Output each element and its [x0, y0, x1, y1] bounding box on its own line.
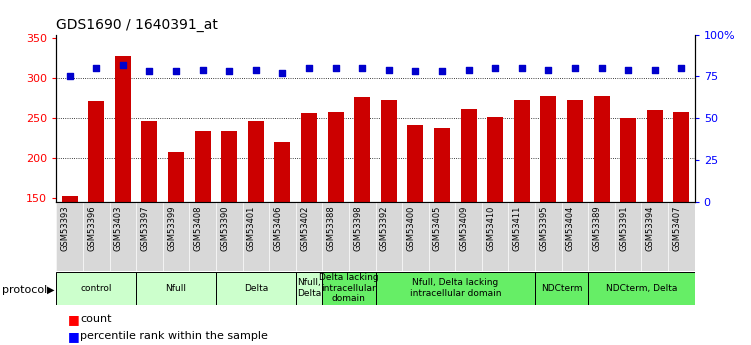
Bar — [593, 96, 610, 317]
Bar — [434, 128, 450, 317]
Bar — [647, 110, 663, 317]
Bar — [89, 101, 104, 317]
Bar — [541, 96, 556, 317]
Text: GSM53391: GSM53391 — [619, 205, 628, 251]
Bar — [354, 97, 370, 317]
Point — [330, 65, 342, 71]
Bar — [296, 272, 322, 305]
Text: GSM53397: GSM53397 — [140, 205, 149, 251]
Bar — [567, 100, 583, 317]
Text: GSM53401: GSM53401 — [247, 205, 256, 251]
Text: GSM53408: GSM53408 — [194, 205, 203, 251]
Bar — [588, 272, 695, 305]
Point — [250, 67, 262, 72]
Bar — [301, 112, 317, 317]
Text: Delta lacking
intracellular
domain: Delta lacking intracellular domain — [319, 273, 379, 303]
Bar — [620, 118, 636, 317]
Point — [356, 65, 368, 71]
Text: ■: ■ — [68, 330, 80, 343]
Bar — [514, 100, 529, 317]
Text: GSM53411: GSM53411 — [513, 205, 522, 251]
Text: ■: ■ — [68, 313, 80, 326]
Text: GSM53407: GSM53407 — [672, 205, 681, 251]
Bar — [381, 100, 397, 317]
Point — [542, 67, 554, 72]
Bar — [274, 142, 291, 317]
Text: GSM53405: GSM53405 — [433, 205, 442, 251]
Bar — [408, 125, 424, 317]
Point — [409, 69, 421, 74]
Point — [569, 65, 581, 71]
Bar — [141, 121, 158, 317]
Point — [170, 69, 182, 74]
Point — [117, 62, 129, 67]
Text: ▶: ▶ — [47, 285, 55, 295]
Text: GSM53400: GSM53400 — [406, 205, 415, 251]
Bar — [195, 131, 210, 317]
Point — [463, 67, 475, 72]
Point — [516, 65, 528, 71]
Text: GSM53388: GSM53388 — [327, 205, 336, 251]
Text: GSM53393: GSM53393 — [61, 205, 70, 251]
Text: GSM53409: GSM53409 — [460, 205, 469, 251]
Point — [383, 67, 395, 72]
Text: GDS1690 / 1640391_at: GDS1690 / 1640391_at — [56, 18, 219, 32]
Text: protocol: protocol — [2, 285, 47, 295]
Text: Nfull, Delta lacking
intracellular domain: Nfull, Delta lacking intracellular domai… — [409, 278, 501, 298]
Bar — [487, 117, 503, 317]
Bar — [376, 272, 535, 305]
Text: NDCterm: NDCterm — [541, 284, 583, 293]
Bar — [222, 131, 237, 317]
Point — [64, 73, 76, 79]
Text: GSM53398: GSM53398 — [353, 205, 362, 251]
Text: Nfull: Nfull — [165, 284, 186, 293]
Text: GSM53404: GSM53404 — [566, 205, 575, 251]
Point — [596, 65, 608, 71]
Bar — [322, 272, 376, 305]
Point — [276, 70, 288, 76]
Text: NDCterm, Delta: NDCterm, Delta — [606, 284, 677, 293]
Text: percentile rank within the sample: percentile rank within the sample — [80, 332, 268, 341]
Point — [197, 67, 209, 72]
Text: GSM53392: GSM53392 — [380, 205, 389, 251]
Text: Nfull,
Delta: Nfull, Delta — [297, 278, 321, 298]
Bar — [460, 109, 477, 317]
Bar — [62, 196, 77, 317]
Bar — [56, 272, 136, 305]
Text: GSM53399: GSM53399 — [167, 205, 176, 251]
Text: Delta: Delta — [243, 284, 268, 293]
Point — [675, 65, 687, 71]
Point — [303, 65, 315, 71]
Bar — [115, 56, 131, 317]
Point — [436, 69, 448, 74]
Text: GSM53410: GSM53410 — [486, 205, 495, 251]
Bar — [136, 272, 216, 305]
Text: GSM53403: GSM53403 — [114, 205, 123, 251]
Text: GSM53390: GSM53390 — [220, 205, 229, 251]
Text: GSM53395: GSM53395 — [539, 205, 548, 251]
Bar — [248, 121, 264, 317]
Bar — [327, 112, 344, 317]
Point — [143, 69, 155, 74]
Bar — [535, 272, 588, 305]
Text: count: count — [80, 314, 112, 324]
Point — [622, 67, 634, 72]
Text: control: control — [80, 284, 112, 293]
Text: GSM53394: GSM53394 — [646, 205, 655, 251]
Point — [649, 67, 661, 72]
Point — [90, 65, 102, 71]
Text: GSM53402: GSM53402 — [300, 205, 309, 251]
Text: GSM53396: GSM53396 — [87, 205, 96, 251]
Point — [223, 69, 235, 74]
Bar — [674, 112, 689, 317]
Text: GSM53389: GSM53389 — [593, 205, 602, 251]
Point — [489, 65, 501, 71]
Bar — [216, 272, 296, 305]
Text: GSM53406: GSM53406 — [273, 205, 282, 251]
Bar — [168, 152, 184, 317]
